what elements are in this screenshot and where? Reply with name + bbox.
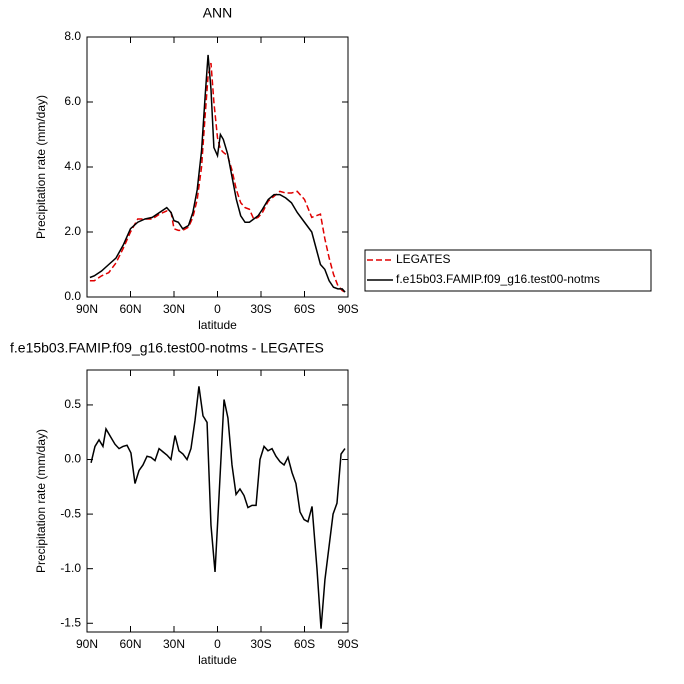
y-tick-label: -1.5: [60, 615, 81, 629]
y-tick-label: 0.0: [64, 289, 81, 303]
y-tick-label: 0.0: [64, 452, 81, 466]
x-axis-label: latitude: [198, 653, 237, 667]
y-tick-label: 2.0: [64, 224, 81, 238]
legend-box: [364, 249, 652, 292]
x-axis-label: latitude: [198, 318, 237, 332]
data-line: [89, 62, 346, 293]
chart-title: f.e15b03.FAMIP.f09_g16.test00-notms - LE…: [10, 340, 324, 356]
plot-frame: [86, 369, 349, 633]
y-axis-label: Precipitation rate (mm/day): [34, 95, 48, 239]
x-tick-label: 60S: [294, 302, 315, 316]
x-tick-label: 90S: [337, 302, 358, 316]
x-tick-label: 60N: [119, 637, 141, 651]
y-axis-label: Precipitation rate (mm/day): [34, 429, 48, 573]
x-tick-label: 30S: [250, 637, 271, 651]
plot-frame: [86, 36, 349, 298]
data-line: [89, 54, 346, 293]
legend-label: f.e15b03.FAMIP.f09_g16.test00-notms: [396, 272, 600, 286]
y-tick-label: 4.0: [64, 159, 81, 173]
y-tick-label: 8.0: [64, 29, 81, 43]
y-tick-label: 0.5: [64, 397, 81, 411]
x-tick-label: 30N: [163, 637, 185, 651]
x-tick-label: 60S: [294, 637, 315, 651]
y-tick-label: 6.0: [64, 94, 81, 108]
x-tick-label: 90N: [76, 302, 98, 316]
x-tick-label: 0: [214, 637, 221, 651]
x-tick-label: 30S: [250, 302, 271, 316]
x-tick-label: 30N: [163, 302, 185, 316]
x-tick-label: 90N: [76, 637, 98, 651]
y-tick-label: -0.5: [60, 506, 81, 520]
x-tick-label: 90S: [337, 637, 358, 651]
chart-title: ANN: [203, 5, 233, 21]
legend-label: LEGATES: [396, 252, 450, 266]
x-tick-label: 60N: [119, 302, 141, 316]
x-tick-label: 0: [214, 302, 221, 316]
y-tick-label: -1.0: [60, 561, 81, 575]
data-line: [90, 386, 346, 629]
